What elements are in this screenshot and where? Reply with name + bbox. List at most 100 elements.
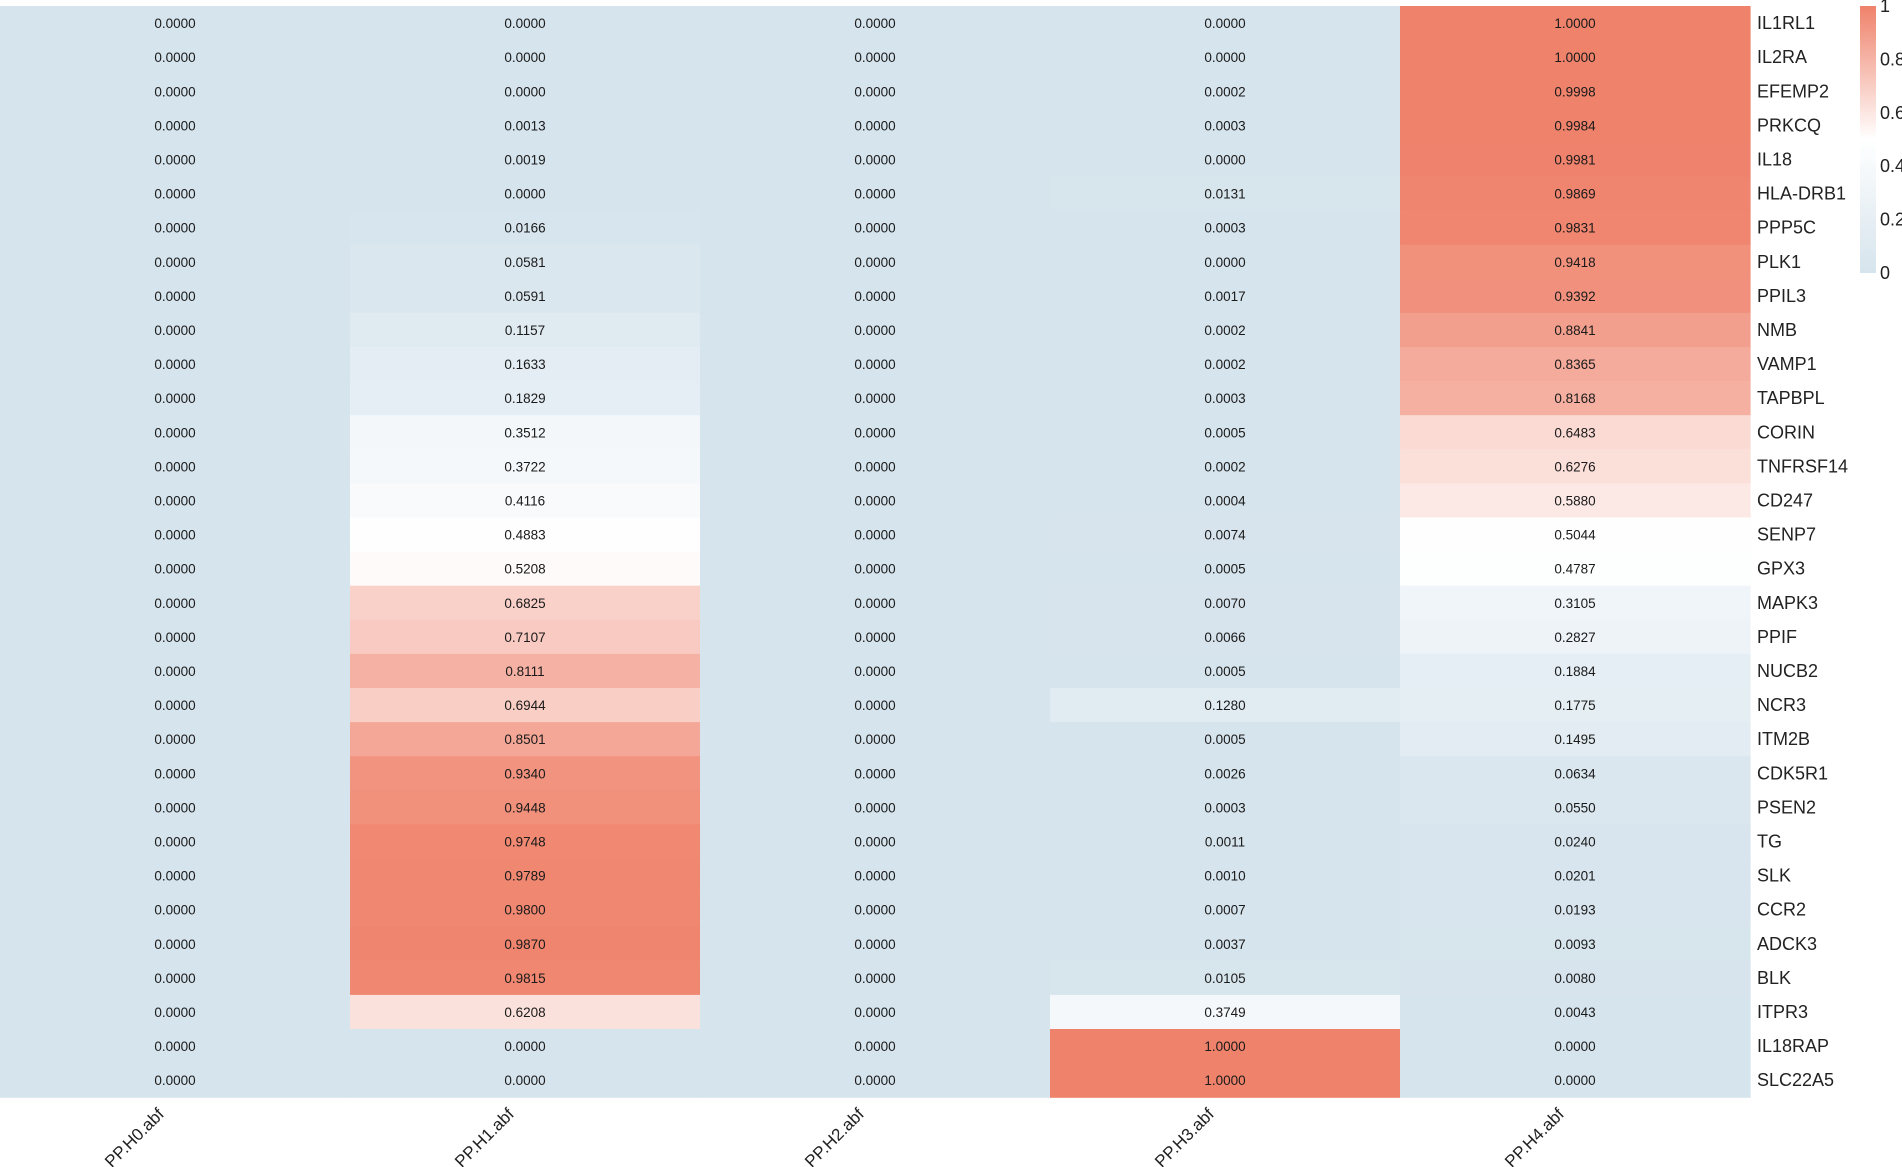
cell-value-label: 0.0080 bbox=[1554, 971, 1595, 986]
cell-value-label: 0.0000 bbox=[154, 971, 195, 986]
cell-value-label: 0.0581 bbox=[504, 255, 545, 270]
heatmap-cell bbox=[1050, 1029, 1401, 1064]
cell-value-label: 0.4116 bbox=[505, 493, 545, 508]
heatmap-cell bbox=[0, 585, 351, 621]
heatmap-cell bbox=[1050, 381, 1401, 416]
heatmap-cell bbox=[1050, 892, 1401, 928]
heatmap-cell bbox=[1050, 858, 1401, 894]
heatmap-cell bbox=[700, 449, 1051, 484]
cell-value-label: 1.0000 bbox=[1204, 1039, 1245, 1054]
cell-value-label: 0.5208 bbox=[504, 562, 545, 577]
cell-value-label: 0.9869 bbox=[1554, 187, 1595, 202]
heatmap-cell bbox=[350, 210, 701, 246]
cell-value-label: 0.0550 bbox=[1554, 800, 1595, 815]
cell-value-label: 0.0074 bbox=[1204, 528, 1246, 543]
cell-value-label: 0.0193 bbox=[1554, 903, 1595, 918]
row-label: CD247 bbox=[1757, 490, 1813, 510]
column-label: PP.H2.abf bbox=[801, 1104, 868, 1167]
cell-value-label: 0.2827 bbox=[1554, 630, 1595, 645]
heatmap-cell bbox=[700, 517, 1051, 553]
cell-value-label: 0.0000 bbox=[154, 357, 195, 372]
heatmap-cell bbox=[700, 40, 1051, 75]
cell-value-label: 0.9340 bbox=[504, 766, 545, 781]
heatmap-cell bbox=[700, 278, 1051, 314]
cell-value-label: 0.9831 bbox=[1554, 221, 1595, 236]
heatmap-cell bbox=[350, 960, 701, 996]
cell-value-label: 0.0037 bbox=[1204, 937, 1245, 952]
cell-value-label: 0.6483 bbox=[1554, 425, 1595, 440]
row-label: BLK bbox=[1757, 968, 1791, 988]
heatmap-cell bbox=[1050, 1063, 1401, 1098]
heatmap-cell bbox=[0, 449, 351, 484]
cell-value-label: 0.0000 bbox=[854, 1005, 895, 1020]
cell-value-label: 0.0000 bbox=[854, 50, 895, 65]
cell-value-label: 0.0000 bbox=[854, 84, 895, 99]
cell-value-label: 0.9748 bbox=[504, 834, 545, 849]
heatmap-cell bbox=[0, 858, 351, 894]
heatmap-cell bbox=[350, 1029, 701, 1064]
column-label: PP.H0.abf bbox=[101, 1104, 168, 1167]
heatmap-cell bbox=[700, 210, 1051, 246]
row-labels: IL1RL1 IL2RA EFEMP2 PRKCQ IL18 HLA-DRB1 PPP5C P… bbox=[1757, 13, 1848, 1090]
heatmap-cell bbox=[1050, 278, 1401, 314]
cell-value-label: 0.0019 bbox=[504, 152, 545, 167]
row-label: TNFRSF14 bbox=[1757, 456, 1848, 476]
colorbar-gradient bbox=[1860, 6, 1876, 273]
heatmap-cell bbox=[1400, 619, 1751, 655]
cell-value-label: 0.6208 bbox=[504, 1005, 545, 1020]
heatmap-cell bbox=[1400, 312, 1751, 348]
heatmap-cell bbox=[350, 176, 701, 212]
heatmap-cell bbox=[350, 790, 701, 825]
heatmap-cell bbox=[0, 517, 351, 553]
heatmap-cell bbox=[700, 176, 1051, 212]
cell-value-label: 0.9789 bbox=[504, 869, 545, 884]
cell-value-label: 0.0093 bbox=[1554, 937, 1595, 952]
heatmap-cell bbox=[350, 381, 701, 416]
heatmap-cell bbox=[700, 347, 1051, 382]
heatmap-cell bbox=[1400, 347, 1751, 382]
heatmap-cell bbox=[350, 994, 701, 1030]
cell-value-label: 0.0000 bbox=[154, 937, 195, 952]
heatmap-cell bbox=[700, 926, 1051, 962]
heatmap-cell bbox=[700, 312, 1051, 348]
cell-value-label: 0.6825 bbox=[504, 596, 545, 611]
heatmap-cell bbox=[700, 6, 1051, 41]
heatmap-cell bbox=[1400, 517, 1751, 553]
cell-value-label: 0.9981 bbox=[1554, 152, 1595, 167]
cell-value-label: 0.0000 bbox=[1204, 50, 1245, 65]
heatmap-cell bbox=[1400, 1063, 1751, 1098]
cell-value-label: 0.9392 bbox=[1554, 289, 1595, 304]
cell-value-label: 0.7107 bbox=[504, 630, 545, 645]
cell-value-label: 0.0007 bbox=[1204, 903, 1245, 918]
heatmap-cell bbox=[1400, 551, 1751, 587]
heatmap-cell bbox=[1400, 824, 1751, 860]
cell-value-label: 0.0000 bbox=[854, 16, 895, 31]
row-label: PSEN2 bbox=[1757, 797, 1816, 817]
cell-value-label: 0.0000 bbox=[1554, 1073, 1595, 1088]
heatmap-cell bbox=[700, 415, 1051, 450]
cell-value-label: 0.0000 bbox=[854, 425, 895, 440]
heatmap-cell bbox=[1050, 585, 1401, 621]
heatmap-cell bbox=[1400, 176, 1751, 212]
heatmap-cell bbox=[1050, 926, 1401, 962]
heatmap-cell bbox=[700, 619, 1051, 655]
heatmap-cell bbox=[700, 688, 1051, 723]
cell-value-label: 0.0000 bbox=[854, 152, 895, 167]
cell-value-label: 0.9870 bbox=[504, 937, 545, 952]
cell-value-label: 0.0000 bbox=[154, 84, 195, 99]
cell-value-label: 0.0000 bbox=[154, 664, 195, 679]
cell-value-label: 0.0000 bbox=[1204, 255, 1245, 270]
row-label: NCR3 bbox=[1757, 695, 1806, 715]
heatmap-cell bbox=[1050, 312, 1401, 348]
cell-value-label: 0.0026 bbox=[1204, 766, 1245, 781]
cell-value-label: 0.0000 bbox=[154, 698, 195, 713]
heatmap-cell bbox=[0, 244, 351, 280]
cell-value-label: 0.0066 bbox=[1204, 630, 1245, 645]
heatmap-cell bbox=[1050, 824, 1401, 860]
cell-value-label: 0.0002 bbox=[1204, 84, 1245, 99]
cell-value-label: 0.0000 bbox=[154, 425, 195, 440]
cell-value-label: 1.0000 bbox=[1204, 1073, 1245, 1088]
cell-value-label: 0.0634 bbox=[1554, 766, 1596, 781]
row-label: NMB bbox=[1757, 320, 1797, 340]
cell-value-label: 0.0000 bbox=[154, 528, 195, 543]
